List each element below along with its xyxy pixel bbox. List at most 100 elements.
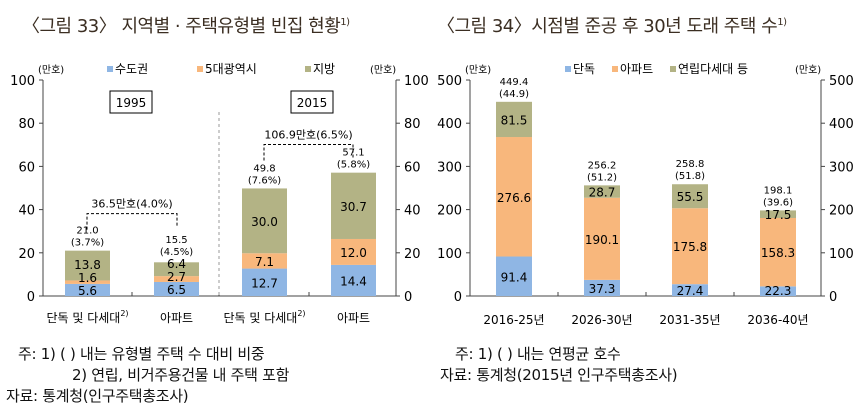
y-unit-left: (만호) — [38, 64, 64, 76]
y-tick-label-right: 500 — [829, 74, 854, 89]
legend-label: 5대광역시 — [205, 62, 257, 76]
bar-value-label: 175.8 — [673, 240, 707, 254]
bar-value-label: 12.0 — [340, 246, 367, 260]
y-tick-label-left: 500 — [437, 74, 462, 89]
y-tick-label-left: 20 — [18, 247, 35, 262]
bar-total-label: 198.1 — [764, 185, 793, 196]
bar-value-label: 2.7 — [167, 270, 186, 284]
bar-segment — [496, 137, 532, 257]
legend-swatch — [612, 66, 618, 72]
title-footnote-mark: 1) — [340, 17, 350, 28]
legend-swatch — [197, 66, 203, 72]
x-tick-label: 단독 및 다세대2) — [223, 309, 305, 325]
bar-value-label: 22.3 — [765, 284, 792, 298]
footnote-mark: 2) — [297, 309, 305, 318]
bar-value-label: 13.8 — [74, 258, 101, 272]
note-left-2: 2) 연립, 비거주용건물 내 주택 포함 — [72, 366, 290, 384]
group-year-box — [290, 90, 334, 114]
y-tick-label-right: 300 — [829, 160, 854, 175]
legend-label: 지방 — [313, 62, 335, 76]
bar-share-label: (44.9) — [499, 89, 529, 100]
bracket-label: 106.9만호(6.5%) — [264, 128, 352, 141]
footnote-mark: 2) — [120, 309, 128, 318]
y-tick-label-left: 400 — [437, 117, 462, 132]
bar-segment — [760, 217, 796, 287]
bracket-line — [263, 143, 354, 161]
legend-swatch — [670, 66, 676, 72]
bar-share-label: (51.8) — [675, 171, 705, 182]
x-tick-label: 2016-25년 — [483, 313, 544, 327]
bar-total-label: 49.8 — [253, 163, 275, 174]
y-tick-label-right: 0 — [404, 290, 412, 305]
bar-segment — [154, 262, 199, 277]
bar-segment — [154, 281, 199, 296]
bar-segment — [672, 284, 708, 296]
bar-value-label: 30.7 — [340, 200, 367, 214]
y-tick-label-left: 300 — [437, 160, 462, 175]
bar-value-label: 81.5 — [501, 113, 528, 127]
bar-value-label: 158.3 — [761, 246, 795, 260]
y-tick-label-right: 80 — [404, 117, 421, 132]
bar-segment — [65, 280, 110, 284]
legend-swatch — [565, 66, 571, 72]
x-tick-label: 2026-30년 — [571, 313, 632, 327]
legend-swatch — [107, 66, 113, 72]
title-text: 〈그림 33〉 지역별 · 주택유형별 빈집 현황 — [22, 16, 341, 37]
bar-segment — [496, 101, 532, 138]
y-tick-label-left: 100 — [437, 247, 462, 262]
bar-total-label: 15.5 — [165, 235, 187, 246]
legend-label: 아파트 — [620, 62, 653, 76]
bar-segment — [331, 172, 376, 239]
bar-segment — [154, 276, 199, 282]
bar-segment — [760, 210, 796, 218]
bar-total-label: 449.4 — [500, 77, 529, 88]
group-year-label: 2015 — [297, 96, 328, 110]
y-tick-label-left: 40 — [18, 204, 35, 219]
figure-33-title: 〈그림 33〉 지역별 · 주택유형별 빈집 현황1) — [22, 12, 350, 38]
bar-segment — [331, 238, 376, 265]
bar-total-label: 21.0 — [76, 226, 98, 237]
bar-value-label: 17.5 — [765, 208, 792, 222]
bar-share-label: (7.6%) — [248, 175, 281, 186]
bar-segment — [242, 268, 287, 296]
legend-label: 연립다세대 등 — [678, 62, 748, 76]
y-tick-label-right: 100 — [404, 74, 429, 89]
legend-label: 단독 — [573, 62, 595, 76]
y-tick-label-left: 200 — [437, 204, 462, 219]
y-tick-label-left: 0 — [27, 290, 35, 305]
x-tick-label: 단독 및 다세대2) — [46, 309, 128, 325]
bar-total-label: 258.8 — [676, 159, 705, 170]
y-tick-label-right: 20 — [404, 247, 421, 262]
note-left-1: 주: 1) ( ) 내는 유형별 주택 수 대비 비중 — [18, 345, 265, 363]
y-tick-label-left: 100 — [10, 74, 35, 89]
bar-share-label: (5.8%) — [337, 160, 370, 171]
bar-value-label: 276.6 — [497, 191, 531, 205]
bar-segment — [242, 253, 287, 269]
group-year-label: 1995 — [116, 96, 147, 110]
legend-swatch — [305, 66, 311, 72]
bar-segment — [496, 256, 532, 296]
bar-value-label: 6.5 — [167, 283, 186, 297]
y-tick-label-left: 60 — [18, 160, 35, 175]
y-tick-label-right: 0 — [829, 290, 837, 305]
bar-value-label: 28.7 — [589, 186, 616, 200]
bar-total-label: 256.2 — [588, 160, 617, 171]
bar-segment — [760, 286, 796, 296]
x-tick-label: 2036-40년 — [747, 313, 808, 327]
bar-segment — [584, 279, 620, 296]
bar-share-label: (3.7%) — [71, 238, 104, 249]
bar-segment — [65, 283, 110, 296]
y-tick-label-right: 400 — [829, 117, 854, 132]
y-tick-label-right: 200 — [829, 204, 854, 219]
x-tick-label: 아파트 — [337, 311, 370, 325]
bar-value-label: 91.4 — [501, 270, 528, 284]
bar-segment — [672, 184, 708, 209]
bar-total-label: 57.1 — [342, 148, 364, 159]
title-text: 〈그림 34〉시점별 준공 후 30년 도래 주택 수 — [437, 16, 778, 37]
group-year-box — [109, 90, 153, 114]
y-unit-right: (만호) — [795, 64, 821, 76]
bar-value-label: 7.1 — [255, 255, 274, 269]
bar-segment — [65, 250, 110, 281]
bar-segment — [242, 188, 287, 254]
